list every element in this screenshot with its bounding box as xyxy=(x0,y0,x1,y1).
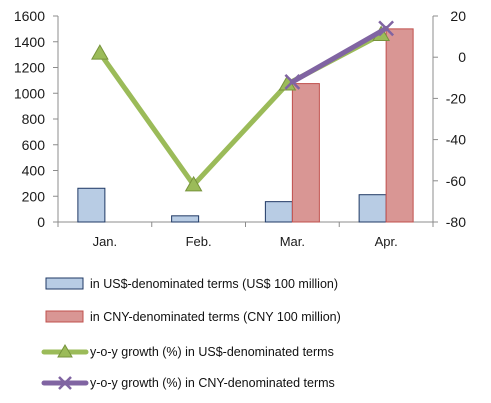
legend-marker-x xyxy=(58,376,72,390)
y-right-tick-label: -60 xyxy=(446,173,466,189)
legend-label: in CNY-denominated terms (CNY 100 millio… xyxy=(90,310,341,324)
x-tick-label: Mar. xyxy=(280,234,305,249)
x-tick-label: Apr. xyxy=(375,234,398,249)
y-left-tick-label: 1400 xyxy=(14,34,45,50)
y-right-tick-label: 20 xyxy=(450,8,466,24)
legend-swatch-bar xyxy=(45,277,84,290)
y-left-tick-label: 1000 xyxy=(14,85,45,101)
bar-series-0 xyxy=(358,194,387,223)
line-marker-triangle xyxy=(184,175,203,192)
line-marker-x xyxy=(284,74,301,90)
bar-series-1 xyxy=(385,28,414,223)
line-marker-x xyxy=(378,20,395,37)
legend: in US$-denominated terms (US$ 100 millio… xyxy=(41,277,341,390)
x-tick-label: Jan. xyxy=(93,234,118,249)
legend-marker-triangle xyxy=(57,344,73,358)
bar-series-1 xyxy=(291,83,320,223)
bars xyxy=(77,28,414,223)
legend-swatch-bar xyxy=(45,310,84,323)
bar-series-0 xyxy=(264,201,293,223)
x-tick-label: Feb. xyxy=(186,234,212,249)
y-left-tick-label: 800 xyxy=(22,111,46,127)
y-left-tick-label: 600 xyxy=(22,137,46,153)
axes: 02004006008001000120014001600-80-60-40-2… xyxy=(14,8,466,249)
lines xyxy=(91,20,395,192)
y-right-tick-label: -40 xyxy=(446,132,466,148)
bar-series-0 xyxy=(171,215,200,223)
y-right-tick-label: 0 xyxy=(458,49,466,65)
legend-label: in US$-denominated terms (US$ 100 millio… xyxy=(90,277,338,291)
bar-series-0 xyxy=(77,187,106,223)
y-left-tick-label: 0 xyxy=(37,214,45,230)
y-left-tick-label: 1600 xyxy=(14,8,45,24)
legend-label: y-o-y growth (%) in CNY-denominated term… xyxy=(90,376,335,390)
line-marker-triangle xyxy=(91,44,109,60)
y-left-tick-label: 200 xyxy=(22,188,46,204)
y-left-tick-label: 1200 xyxy=(14,60,45,76)
y-right-tick-label: -20 xyxy=(446,90,466,106)
legend-label: y-o-y growth (%) in US$-denominated term… xyxy=(90,345,334,359)
line-series-1 xyxy=(289,25,389,85)
y-left-tick-label: 400 xyxy=(22,163,46,179)
y-right-tick-label: -80 xyxy=(446,214,466,230)
